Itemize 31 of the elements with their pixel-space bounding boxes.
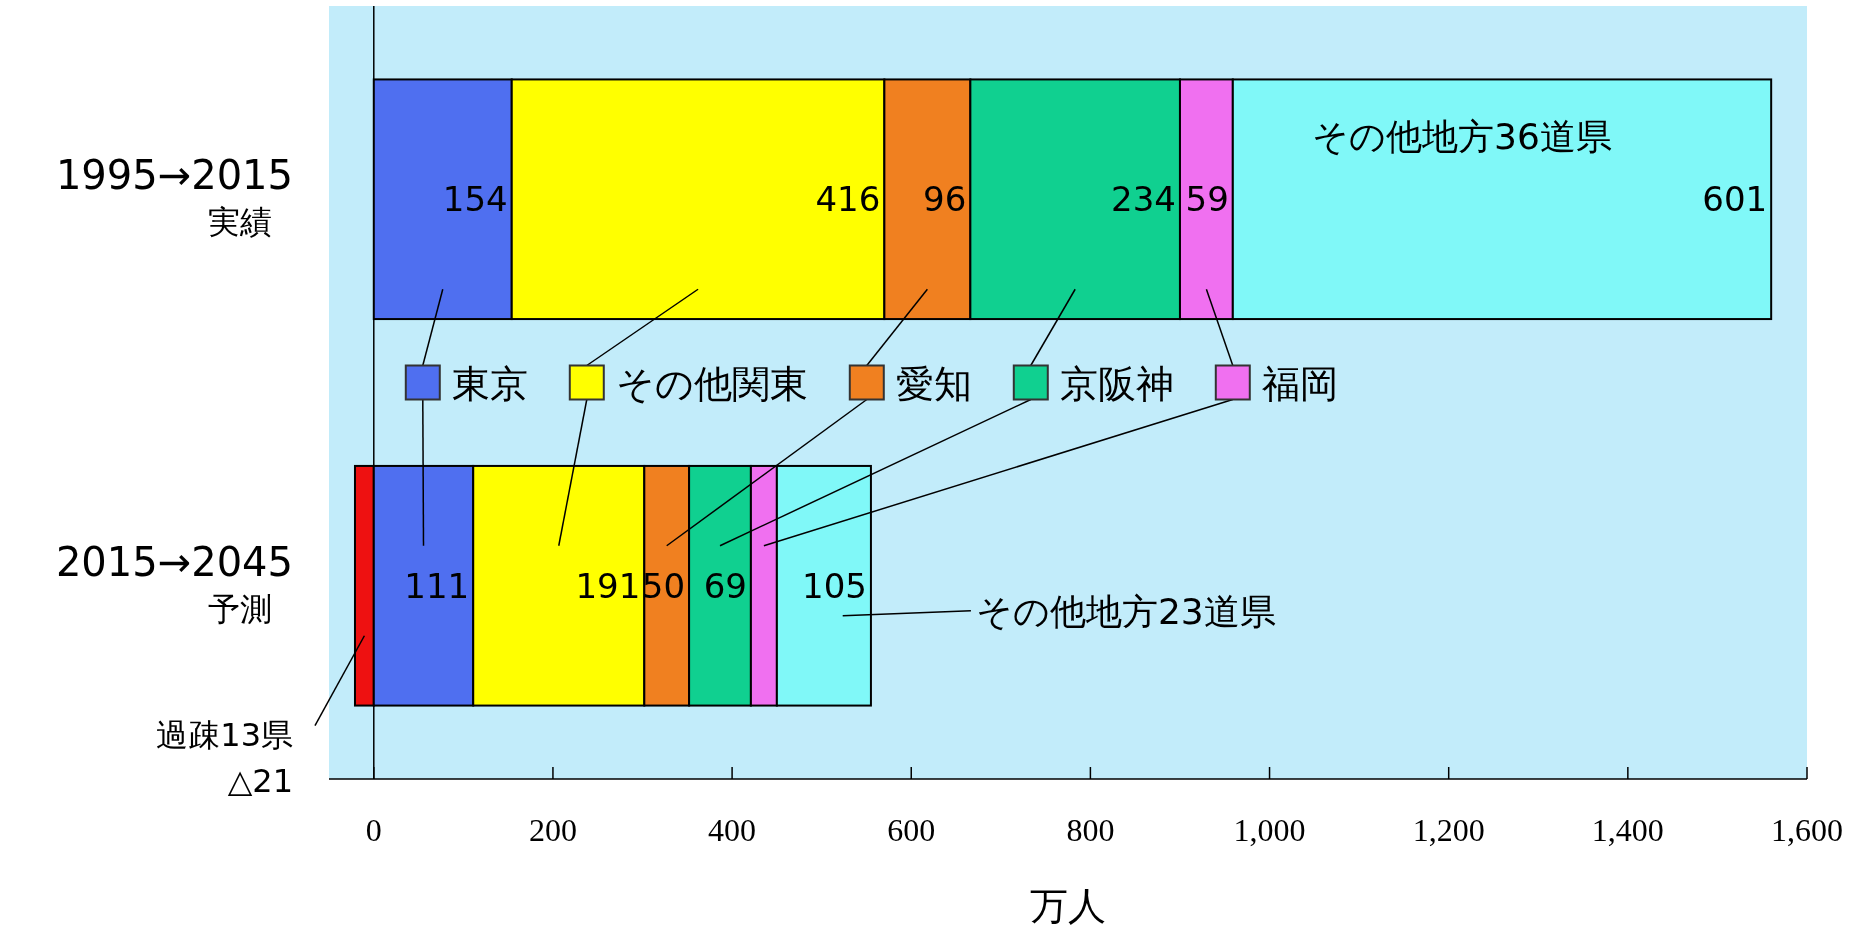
data-label: 111 bbox=[404, 565, 470, 606]
annotation: その他地方36道県 bbox=[1312, 116, 1612, 158]
data-label: 416 bbox=[815, 179, 881, 220]
data-label: 191 bbox=[575, 565, 641, 606]
x-tick-label: 0 bbox=[365, 812, 382, 848]
text: 過疎13県 △21 bbox=[156, 715, 293, 800]
data-label: 96 bbox=[923, 179, 967, 220]
data-label: 105 bbox=[802, 565, 867, 606]
y-tick-label: 2015→2045 予測 bbox=[55, 538, 293, 628]
y-tick-label: 1995→2015 実績 bbox=[55, 152, 293, 242]
x-tick-label: 200 bbox=[528, 812, 577, 848]
legend-label: 福岡 bbox=[1261, 361, 1338, 406]
legend-label: 愛知 bbox=[895, 361, 972, 406]
x-tick-label: 1,600 bbox=[1771, 812, 1843, 848]
annotation: その他地方23道県 bbox=[975, 590, 1276, 632]
data-label: 154 bbox=[442, 179, 508, 220]
x-tick-label: 1,000 bbox=[1233, 812, 1306, 848]
data-label: 601 bbox=[1702, 179, 1768, 220]
legend-label: その他関東 bbox=[615, 361, 808, 406]
x-tick-label: 400 bbox=[708, 812, 757, 848]
data-label: 234 bbox=[1111, 179, 1176, 220]
x-tick-label: 1,200 bbox=[1412, 812, 1485, 848]
x-tick-label: 600 bbox=[887, 812, 936, 848]
legend-label: 京阪神 bbox=[1059, 361, 1174, 406]
data-label: 50 bbox=[641, 565, 686, 606]
legend-label: 東京 bbox=[451, 361, 528, 406]
data-label: 59 bbox=[1185, 179, 1229, 220]
x-axis-title: 万人 bbox=[1030, 884, 1106, 928]
x-tick-label: 1,400 bbox=[1591, 812, 1664, 848]
x-tick-label: 800 bbox=[1066, 812, 1115, 848]
data-label: 69 bbox=[703, 565, 747, 606]
